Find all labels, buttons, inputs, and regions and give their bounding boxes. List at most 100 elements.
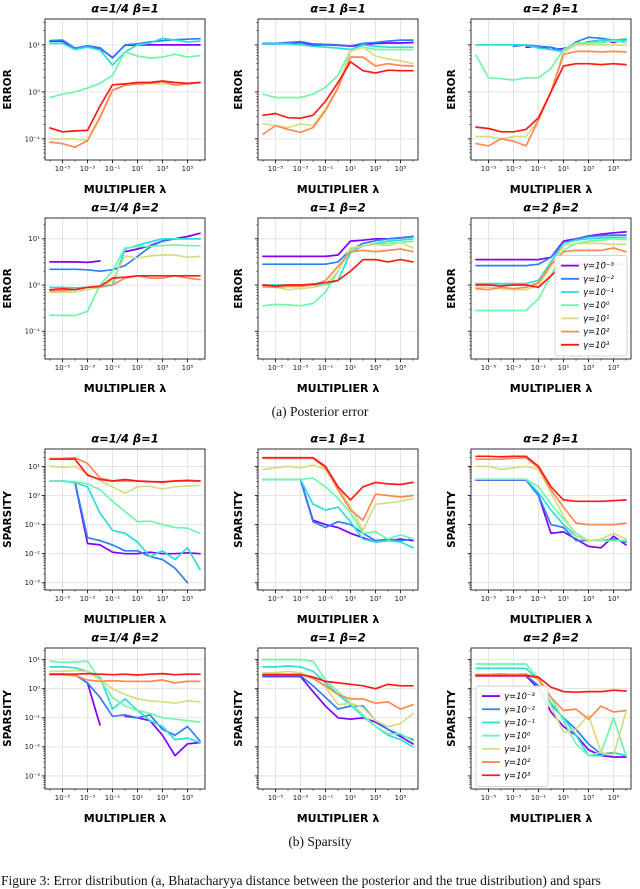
series-line-4: [48, 669, 201, 705]
x-axis-label: MULTIPLIER λ: [509, 812, 592, 825]
series-line-2: [48, 480, 201, 571]
panel-title: α=2 β=2: [523, 631, 578, 645]
x-tick-label: 10⁻⁵: [54, 595, 70, 603]
y-axis-label: ERROR: [2, 69, 14, 109]
x-tick-label: 10³: [156, 595, 168, 603]
y-axis-label: SPARSITY: [446, 690, 458, 747]
legend-label: γ=10⁻²: [583, 275, 614, 285]
x-axis-label: MULTIPLIER λ: [296, 382, 379, 395]
chart-panel-error-a1-b1: 10⁻⁵ 10⁻³ 10⁻¹ 10¹ 10³ 10⁵ α=1 β=1 MULTIPLIER λ…: [214, 0, 427, 199]
panel-title: α=1 β=2: [310, 631, 365, 645]
panel-title: α=1 β=1: [310, 2, 365, 16]
y-tick-label: 10⁰: [28, 685, 40, 693]
legend-label: γ=10³: [583, 341, 610, 351]
x-tick-label: 10⁻⁵: [267, 794, 283, 802]
panel-title: α=1/4 β=1: [91, 2, 159, 16]
series-line-5: [474, 673, 627, 721]
series-line-1: [48, 673, 201, 742]
y-tick-label: 10⁻³: [24, 772, 40, 780]
x-tick-label: 10¹: [344, 165, 356, 173]
x-tick-label: 10⁻⁵: [267, 595, 283, 603]
x-axis-label: MULTIPLIER λ: [296, 183, 379, 196]
series-line-4: [474, 465, 627, 542]
chart-panel-error-a14-b1: 10⁻⁵ 10⁻³ 10⁻¹ 10¹ 10³ 10⁵ 10⁻¹ 10⁰ 10¹ α=1/4 β=1…: [1, 0, 214, 199]
panel-title: α=1/4 β=2: [91, 631, 159, 645]
series-line-6: [48, 672, 201, 676]
legend: γ=10⁻³ γ=10⁻² γ=10⁻¹ γ=10⁰ γ=10¹ γ=10² γ=10³: [475, 685, 548, 787]
x-tick-label: 10⁵: [607, 364, 619, 372]
x-tick-label: 10⁻³: [79, 595, 95, 603]
legend-label: γ=10⁻¹: [504, 718, 535, 728]
panel-canvas-error-a1-b2: 10⁻⁵ 10⁻³ 10⁻¹ 10¹ 10³ 10⁵ α=1 β=2 MULTIPLIER λ…: [233, 201, 418, 395]
panel-title: α=1 β=1: [310, 432, 365, 446]
y-tick-label: 10¹: [28, 41, 40, 49]
x-tick-label: 10⁻¹: [317, 794, 333, 802]
panel-title: α=1 β=2: [310, 201, 365, 215]
x-tick-label: 10⁻¹: [104, 165, 120, 173]
chart-panel-error-a14-b2: 10⁻⁵ 10⁻³ 10⁻¹ 10¹ 10³ 10⁵ 10⁻¹ 10⁰ 10¹ α=1/4 β=2…: [1, 199, 214, 398]
x-tick-label: 10¹: [131, 595, 143, 603]
chart-panel-sparsity-a1-b2: 10⁻⁵ 10⁻³ 10⁻¹ 10¹ 10³ 10⁵ α=1 β=2 MULTIPLIER λ…: [214, 629, 427, 828]
x-tick-label: 10⁻¹: [317, 595, 333, 603]
y-axis-label: SPARSITY: [2, 690, 14, 747]
chart-panel-error-a1-b2: 10⁻⁵ 10⁻³ 10⁻¹ 10¹ 10³ 10⁵ α=1 β=2 MULTIPLIER λ…: [214, 199, 427, 398]
series-line-5: [261, 457, 414, 522]
x-tick-label: 10⁻⁵: [480, 364, 496, 372]
series-line-6: [474, 455, 627, 503]
x-tick-label: 10⁵: [394, 794, 406, 802]
panel-canvas-sparsity-a2-b1: 10⁻⁵ 10⁻³ 10⁻¹ 10¹ 10³ 10⁵ α=2 β=1 MULTIPLIER λ…: [446, 432, 631, 626]
x-tick-label: 10³: [369, 165, 381, 173]
y-axis-label: SPARSITY: [233, 690, 245, 747]
legend-label: γ=10¹: [504, 745, 530, 755]
y-tick-label: 10⁻³: [24, 579, 40, 587]
x-tick-label: 10⁻³: [505, 165, 521, 173]
chart-panel-sparsity-a1-b1: 10⁻⁵ 10⁻³ 10⁻¹ 10¹ 10³ 10⁵ α=1 β=1 MULTIPLIER λ…: [214, 430, 427, 629]
series-line-6: [474, 62, 627, 133]
series-line-3: [48, 660, 201, 723]
legend-label: γ=10²: [504, 758, 531, 768]
chart-panel-error-a2-b2: 10⁻⁵ 10⁻³ 10⁻¹ 10¹ 10³ 10⁵ α=2 β=2 MULTIPLIER λ…: [427, 199, 640, 398]
x-tick-label: 10⁵: [607, 165, 619, 173]
x-tick-label: 10⁻³: [505, 595, 521, 603]
panel-title: α=2 β=1: [523, 2, 578, 16]
x-tick-label: 10⁻⁵: [54, 364, 70, 372]
x-tick-label: 10⁻⁵: [480, 595, 496, 603]
x-axis-label: MULTIPLIER λ: [83, 382, 166, 395]
chart-panel-sparsity-a14-b1: 10⁻⁵ 10⁻³ 10⁻¹ 10¹ 10³ 10⁵ 10⁻³ 10⁻² 10⁻¹ 10⁰ 10¹ α…: [1, 430, 214, 629]
series-line-0: [48, 480, 201, 555]
x-tick-label: 10³: [156, 364, 168, 372]
x-tick-label: 10¹: [131, 794, 143, 802]
series-line-6: [261, 60, 414, 120]
panel-canvas-sparsity-a14-b2: 10⁻⁵ 10⁻³ 10⁻¹ 10¹ 10³ 10⁵ 10⁻³ 10⁻² 10⁻¹ 10⁰ 10¹ α…: [2, 631, 205, 825]
x-tick-label: 10³: [369, 364, 381, 372]
series-line-3: [48, 51, 201, 99]
series-line-6: [261, 456, 414, 501]
series-line-1: [474, 234, 627, 267]
chart-panel-sparsity-a2-b2: 10⁻⁵ 10⁻³ 10⁻¹ 10¹ 10³ 10⁵ α=2 β=2 MULTIPLIER λ…: [427, 629, 640, 828]
x-tick-label: 10⁻¹: [530, 165, 546, 173]
legend-label: γ=10⁰: [504, 732, 531, 742]
panel-title: α=2 β=2: [523, 201, 578, 215]
y-axis-label: SPARSITY: [2, 491, 14, 548]
panel-canvas-sparsity-a1-b2: 10⁻⁵ 10⁻³ 10⁻¹ 10¹ 10³ 10⁵ α=1 β=2 MULTIPLIER λ…: [233, 631, 418, 825]
series-line-6: [48, 274, 201, 291]
y-tick-label: 10⁻¹: [24, 135, 40, 143]
x-tick-label: 10⁻³: [79, 364, 95, 372]
series-line-4: [261, 670, 414, 728]
series-line-5: [474, 456, 627, 526]
y-tick-label: 10¹: [28, 463, 40, 471]
series-line-3: [474, 40, 627, 81]
x-tick-label: 10³: [369, 595, 381, 603]
legend-label: γ=10⁰: [583, 301, 610, 311]
series-line-2: [261, 665, 414, 748]
series-line-6: [48, 80, 201, 133]
x-tick-label: 10³: [582, 794, 594, 802]
x-tick-label: 10⁻³: [505, 364, 521, 372]
x-tick-label: 10³: [582, 165, 594, 173]
x-tick-label: 10³: [156, 794, 168, 802]
panel-canvas-sparsity-a1-b1: 10⁻⁵ 10⁻³ 10⁻¹ 10¹ 10³ 10⁵ α=1 β=1 MULTIPLIER λ…: [233, 432, 418, 626]
x-tick-label: 10⁻⁵: [480, 165, 496, 173]
panel-canvas-error-a14-b1: 10⁻⁵ 10⁻³ 10⁻¹ 10¹ 10³ 10⁵ 10⁻¹ 10⁰ 10¹ α=1/4 β=1…: [2, 2, 205, 196]
legend-label: γ=10³: [504, 771, 531, 781]
